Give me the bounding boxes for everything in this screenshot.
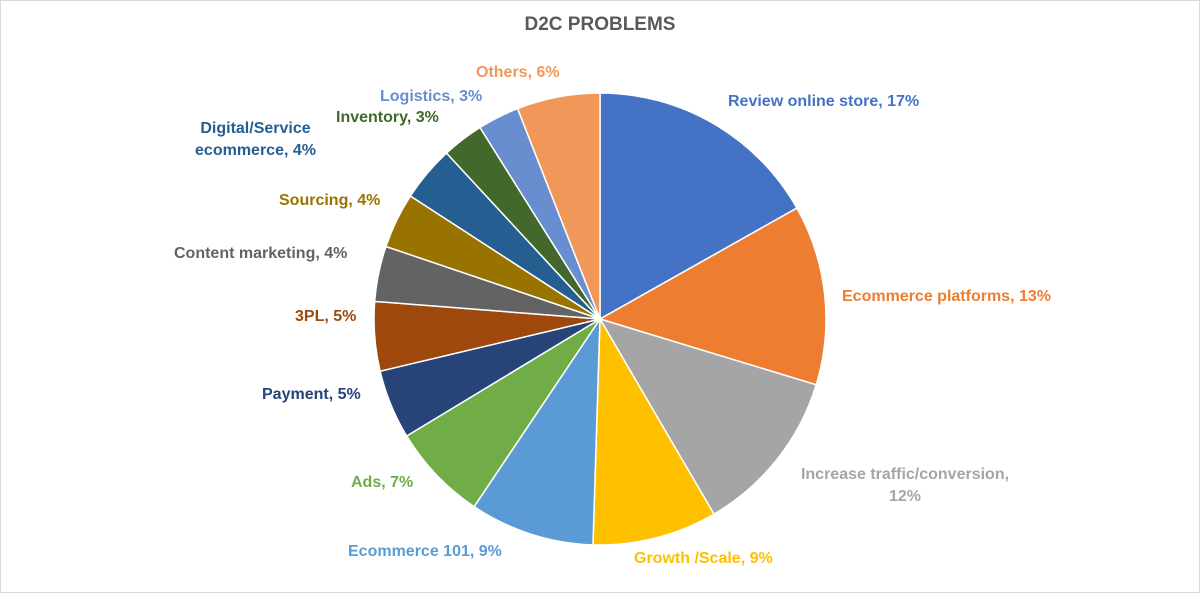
slice-label-growth-scale: Growth /Scale, 9% bbox=[634, 550, 773, 567]
slice-label-review-online-store: Review online store, 17% bbox=[728, 93, 920, 110]
slice-label-sourcing: Sourcing, 4% bbox=[279, 192, 381, 209]
slice-label-ads: Ads, 7% bbox=[351, 474, 414, 491]
slice-label-line: Digital/Service bbox=[200, 120, 311, 137]
pie-slice-growth-scale bbox=[592, 316, 716, 546]
pie-slice-others bbox=[516, 92, 601, 320]
slice-label-line: ecommerce, 4% bbox=[195, 142, 316, 159]
slice-label-line: 12% bbox=[888, 488, 922, 505]
slice-label-payment: Payment, 5% bbox=[262, 386, 361, 403]
slice-label-digital-service-ecommerce: Digital/Service ecommerce, 4% bbox=[188, 118, 323, 162]
slice-label-content-marketing: Content marketing, 4% bbox=[174, 245, 348, 262]
slice-label-3pl: 3PL, 5% bbox=[295, 308, 357, 325]
chart-title: D2C PROBLEMS bbox=[524, 14, 676, 35]
pie-slice-ecommerce-platforms bbox=[598, 207, 827, 386]
slice-label-inventory: Inventory, 3% bbox=[336, 109, 439, 126]
slice-label-ecommerce-platforms: Ecommerce platforms, 13% bbox=[842, 288, 1051, 305]
slice-label-others: Others, 6% bbox=[476, 64, 560, 81]
slice-label-increase-traffic-conversion: Increase traffic/conversion, 12% bbox=[780, 464, 1030, 508]
pie-slice-ecommerce-101 bbox=[473, 316, 601, 546]
pie-slice-review-online-store bbox=[599, 92, 798, 321]
slice-label-logistics: Logistics, 3% bbox=[380, 88, 483, 105]
slice-label-line: Increase traffic/conversion, bbox=[800, 466, 1010, 483]
pie-slice-increase-traffic-conversion bbox=[598, 317, 818, 516]
slice-label-ecommerce-101: Ecommerce 101, 9% bbox=[348, 543, 502, 560]
